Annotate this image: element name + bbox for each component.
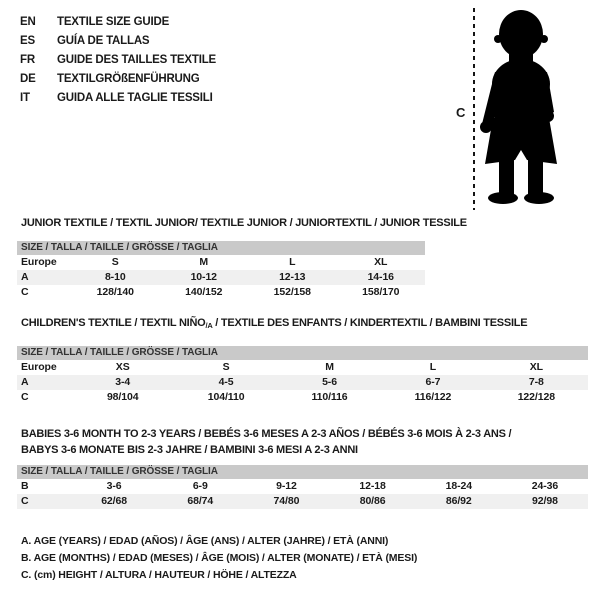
language-row: FR GUIDE DES TAILLES TEXTILE bbox=[20, 51, 216, 70]
children-size-table: SIZE / TALLA / TAILLE / GRÖSSE / TAGLIA … bbox=[17, 346, 588, 405]
table-cell: 104/110 bbox=[207, 391, 245, 403]
table-cell: 18-24 bbox=[445, 480, 472, 492]
size-header-bar: SIZE / TALLA / TAILLE / GRÖSSE / TAGLIA bbox=[17, 241, 425, 255]
guide-title-de: TEXTILGRÖßENFÜHRUNG bbox=[57, 73, 200, 85]
guide-title-es: GUÍA DE TALLAS bbox=[57, 35, 150, 47]
table-cell: L bbox=[289, 256, 296, 268]
table-cell: 158/170 bbox=[362, 286, 400, 298]
children-title-sub: /A bbox=[205, 321, 213, 330]
language-row: DE TEXTILGRÖßENFÜHRUNG bbox=[20, 70, 216, 89]
table-row: A 8-10 10-12 12-13 14-16 bbox=[17, 270, 425, 285]
table-cell: L bbox=[429, 361, 437, 373]
language-code: FR bbox=[20, 54, 35, 66]
table-row: B 3-6 6-9 9-12 12-18 18-24 24-36 bbox=[17, 479, 588, 494]
language-row: IT GUIDA ALLE TAGLIE TESSILI bbox=[20, 89, 216, 108]
table-cell: 7-8 bbox=[528, 376, 544, 388]
size-header-bar: SIZE / TALLA / TAILLE / GRÖSSE / TAGLIA bbox=[17, 465, 588, 479]
table-row: Europe XS S M L XL bbox=[17, 360, 588, 375]
table-cell: M bbox=[199, 256, 209, 268]
height-measure-label: C bbox=[456, 105, 466, 120]
language-row: EN TEXTILE SIZE GUIDE bbox=[20, 13, 216, 32]
table-cell: 5-6 bbox=[322, 376, 337, 388]
table-cell: 12-18 bbox=[359, 480, 386, 492]
children-table-title: CHILDREN'S TEXTILE / TEXTIL NIÑO/A / TEX… bbox=[21, 317, 528, 330]
row-label: C bbox=[21, 391, 29, 403]
table-cell: 6-9 bbox=[192, 480, 208, 492]
table-cell: 68/74 bbox=[187, 495, 214, 507]
guide-title-it: GUIDA ALLE TAGLIE TESSILI bbox=[57, 92, 213, 104]
footnote-age-months: B. AGE (MONTHS) / EDAD (MESES) / ÂGE (MO… bbox=[21, 552, 418, 564]
footnote-age-years: A. AGE (YEARS) / EDAD (AÑOS) / ÂGE (ANS)… bbox=[21, 535, 389, 547]
baby-silhouette-icon bbox=[480, 10, 557, 204]
table-cell: 92/98 bbox=[532, 495, 558, 507]
table-row: Europe S M L XL bbox=[17, 255, 425, 270]
table-cell: 3-6 bbox=[106, 480, 122, 492]
children-title-pre: CHILDREN'S TEXTILE / TEXTIL NIÑO bbox=[21, 317, 206, 329]
language-title-list: EN TEXTILE SIZE GUIDE ES GUÍA DE TALLAS … bbox=[20, 13, 216, 108]
language-code: IT bbox=[20, 92, 30, 104]
table-cell: 128/140 bbox=[96, 286, 134, 298]
table-cell: S bbox=[111, 256, 119, 268]
table-row: C 98/104 104/110 110/116 116/122 122/128 bbox=[17, 390, 588, 405]
babies-title-line1: BABIES 3-6 MONTH TO 2-3 YEARS / BEBÉS 3-… bbox=[21, 428, 512, 440]
table-cell: 122/128 bbox=[517, 391, 555, 403]
language-code: ES bbox=[20, 35, 35, 47]
table-cell: 140/152 bbox=[185, 286, 223, 298]
table-cell: 80/86 bbox=[359, 495, 386, 507]
table-cell: 8-10 bbox=[104, 271, 126, 283]
row-label: B bbox=[21, 480, 29, 492]
table-cell: 10-12 bbox=[190, 271, 217, 283]
height-measure-dashed-line bbox=[473, 8, 475, 210]
junior-size-table: SIZE / TALLA / TAILLE / GRÖSSE / TAGLIA … bbox=[17, 241, 425, 300]
guide-title-en: TEXTILE SIZE GUIDE bbox=[57, 16, 170, 28]
guide-title-fr: GUIDE DES TAILLES TEXTILE bbox=[57, 54, 216, 66]
row-label: C bbox=[21, 495, 29, 507]
children-title-post: / TEXTILE DES ENFANTS / KINDERTEXTIL / B… bbox=[212, 317, 528, 329]
language-code: EN bbox=[20, 16, 36, 28]
table-cell: 62/68 bbox=[101, 495, 127, 507]
row-label: C bbox=[21, 286, 29, 298]
table-cell: 14-16 bbox=[367, 271, 394, 283]
row-label: Europe bbox=[21, 256, 57, 268]
table-cell: 12-13 bbox=[279, 271, 306, 283]
row-label: Europe bbox=[21, 361, 57, 373]
table-cell: 74/80 bbox=[273, 495, 300, 507]
row-label: A bbox=[21, 271, 29, 283]
table-cell: 152/158 bbox=[273, 286, 311, 298]
footnote-height-cm: C. (cm) HEIGHT / ALTURA / HAUTEUR / HÖHE… bbox=[21, 569, 297, 581]
junior-table-title: JUNIOR TEXTILE / TEXTIL JUNIOR/ TEXTILE … bbox=[21, 217, 467, 229]
table-cell: 6-7 bbox=[425, 376, 441, 388]
table-body: Europe S M L XL A 8-10 10-12 12-13 14-16 C 128/140 1… bbox=[17, 255, 425, 300]
table-cell: 86/92 bbox=[445, 495, 472, 507]
table-cell: XL bbox=[374, 256, 388, 268]
table-cell: 110/116 bbox=[311, 391, 348, 403]
footnote-list: A. AGE (YEARS) / EDAD (AÑOS) / ÂGE (ANS)… bbox=[21, 533, 417, 584]
table-cell: 9-12 bbox=[276, 480, 297, 492]
babies-table-title: BABIES 3-6 MONTH TO 2-3 YEARS / BEBÉS 3-… bbox=[21, 426, 512, 458]
table-cell: XL bbox=[529, 361, 543, 373]
babies-size-table: SIZE / TALLA / TAILLE / GRÖSSE / TAGLIA … bbox=[17, 465, 588, 509]
table-cell: S bbox=[222, 361, 230, 373]
table-row: C 62/68 68/74 74/80 80/86 86/92 92/98 bbox=[17, 494, 588, 509]
table-cell: 24-36 bbox=[531, 480, 559, 492]
table-body: Europe XS S M L XL A 3-4 4-5 5-6 6-7 7-8 C 98/104 104/… bbox=[17, 360, 588, 405]
table-cell: 3-4 bbox=[115, 376, 131, 388]
language-row: ES GUÍA DE TALLAS bbox=[20, 32, 216, 51]
table-cell: 98/104 bbox=[106, 391, 139, 403]
row-label: A bbox=[21, 376, 29, 388]
table-row: C 128/140 140/152 152/158 158/170 bbox=[17, 285, 425, 300]
language-code: DE bbox=[20, 73, 36, 85]
table-cell: 116/122 bbox=[414, 391, 452, 403]
table-row: A 3-4 4-5 5-6 6-7 7-8 bbox=[17, 375, 588, 390]
size-header-bar: SIZE / TALLA / TAILLE / GRÖSSE / TAGLIA bbox=[17, 346, 588, 360]
babies-title-line2: BABYS 3-6 MONATE BIS 2-3 JAHRE / BAMBINI… bbox=[21, 444, 358, 456]
table-body: B 3-6 6-9 9-12 12-18 18-24 24-36 C 62/68 68/74 74/… bbox=[17, 479, 588, 509]
table-cell: M bbox=[325, 361, 334, 373]
table-cell: XS bbox=[115, 361, 130, 373]
table-cell: 4-5 bbox=[218, 376, 234, 388]
